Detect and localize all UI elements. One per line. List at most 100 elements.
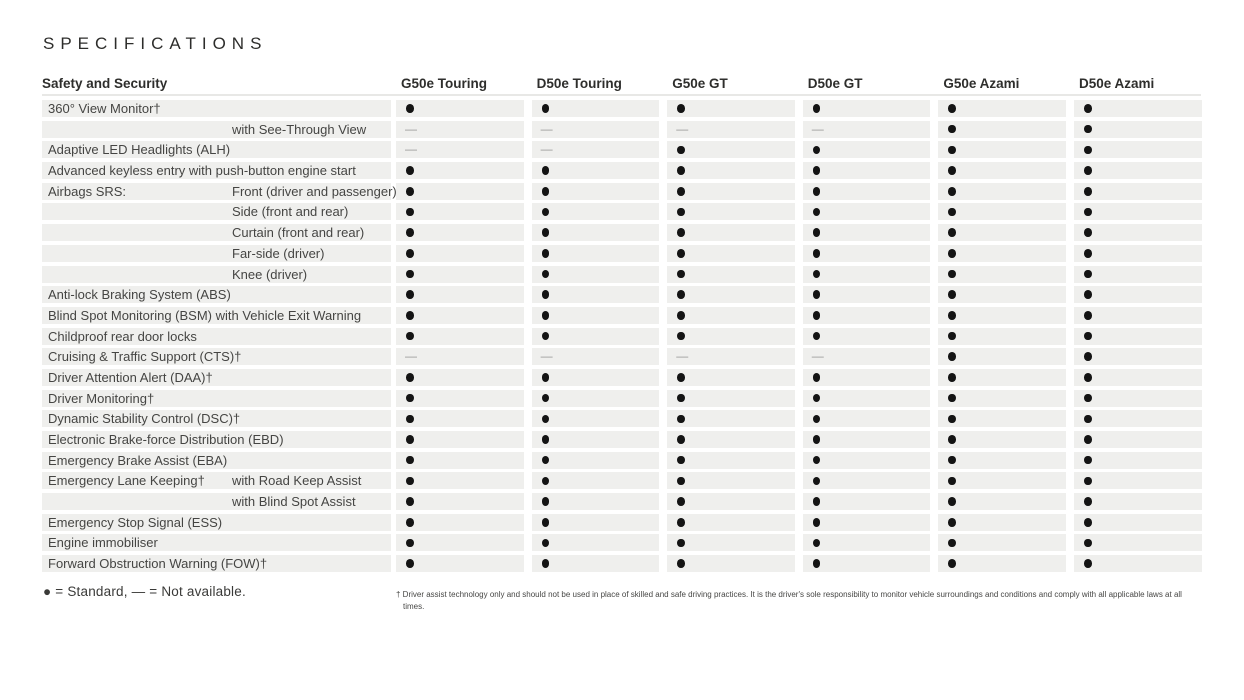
availability-cell	[938, 389, 1066, 407]
standard-dot-icon	[948, 311, 956, 320]
feature-label-cell: Childproof rear door locks	[42, 327, 391, 345]
availability-cell	[667, 493, 795, 511]
availability-cell	[1073, 162, 1202, 180]
standard-dot-icon	[1083, 249, 1092, 258]
standard-dot-icon	[406, 393, 414, 403]
category-header-label: Safety and Security	[42, 76, 168, 91]
feature-sublabel: with Road Keep Assist	[232, 473, 362, 489]
availability-cell	[938, 224, 1066, 242]
column-header-label: G50e GT	[672, 76, 728, 91]
availability-cell	[667, 410, 795, 428]
availability-cell	[938, 182, 1066, 200]
standard-dot-icon	[812, 331, 821, 341]
availability-cell	[802, 431, 931, 448]
standard-dot-icon	[1083, 145, 1092, 155]
standard-dot-icon	[948, 476, 956, 486]
table-row: 360° View Monitor†	[42, 100, 1202, 117]
standard-dot-icon	[1083, 166, 1092, 175]
column-header-cell: G50e Azami	[938, 75, 1066, 93]
feature-label: Advanced keyless entry with push-button …	[48, 163, 356, 179]
availability-cell	[1073, 431, 1202, 448]
standard-dot-icon	[948, 393, 956, 403]
availability-cell	[396, 410, 524, 428]
availability-cell	[938, 203, 1066, 221]
availability-cell	[938, 141, 1066, 159]
availability-cell	[531, 493, 660, 511]
availability-cell	[938, 120, 1066, 138]
availability-cell	[1073, 286, 1202, 304]
standard-dot-icon	[812, 207, 821, 217]
standard-dot-icon	[948, 455, 956, 465]
not-available-dash: —	[540, 121, 553, 136]
feature-label: Driver Attention Alert (DAA)†	[48, 369, 213, 385]
standard-dot-icon	[541, 538, 550, 548]
standard-dot-icon	[677, 249, 685, 258]
feature-label-cell: Engine immobiliser	[42, 534, 391, 552]
availability-cell	[531, 327, 660, 345]
column-header-cell: D50e Azami	[1074, 75, 1202, 93]
standard-dot-icon	[1083, 476, 1092, 486]
feature-label-cell: with See-Through View	[42, 120, 391, 138]
standard-dot-icon	[948, 228, 956, 237]
standard-dot-icon	[1083, 497, 1092, 506]
availability-cell	[1073, 368, 1202, 386]
header-divider	[42, 94, 1201, 96]
feature-label: Engine immobiliser	[48, 535, 158, 551]
standard-dot-icon	[948, 104, 956, 113]
column-header-label: G50e Azami	[943, 76, 1020, 91]
availability-cell	[396, 203, 524, 221]
standard-dot-icon	[541, 373, 550, 382]
standard-dot-icon	[812, 166, 821, 175]
standard-dot-icon	[677, 269, 685, 279]
availability-cell	[531, 431, 660, 448]
availability-cell	[667, 141, 795, 159]
feature-label-cell: Far-side (driver)	[42, 244, 391, 262]
feature-label: Adaptive LED Headlights (ALH)	[48, 142, 231, 158]
standard-dot-icon	[677, 476, 685, 486]
availability-cell	[802, 224, 931, 242]
availability-cell: —	[396, 141, 524, 159]
standard-dot-icon	[406, 186, 414, 196]
availability-cell	[802, 286, 931, 304]
not-available-dash: —	[405, 121, 417, 136]
availability-cell	[802, 368, 931, 386]
standard-dot-icon	[1083, 207, 1092, 217]
standard-dot-icon	[948, 249, 956, 258]
feature-sublabel: Knee (driver)	[232, 266, 308, 282]
table-row: with See-Through View — — — —	[42, 120, 1202, 138]
availability-cell	[667, 431, 795, 448]
availability-cell	[396, 472, 524, 490]
standard-dot-icon	[1083, 414, 1092, 424]
availability-cell	[938, 162, 1066, 180]
standard-dot-icon	[406, 166, 414, 175]
feature-label: Dynamic Stability Control (DSC)†	[48, 411, 241, 427]
availability-cell	[396, 513, 524, 531]
availability-cell	[1073, 472, 1202, 490]
standard-dot-icon	[677, 373, 685, 382]
table-row: Forward Obstruction Warning (FOW)†	[42, 555, 1202, 573]
feature-label-cell: with Blind Spot Assist	[42, 493, 391, 511]
availability-cell	[396, 389, 524, 407]
availability-cell: —	[802, 348, 931, 366]
availability-cell	[1073, 389, 1202, 407]
availability-cell	[802, 534, 931, 552]
availability-cell	[667, 513, 795, 531]
availability-cell	[1073, 244, 1202, 262]
standard-dot-icon	[406, 538, 414, 548]
feature-label-cell: Cruising & Traffic Support (CTS)†	[42, 348, 391, 366]
availability-cell	[667, 327, 795, 345]
availability-cell	[938, 534, 1066, 552]
column-header-label: G50e Touring	[401, 76, 488, 91]
availability-cell: —	[667, 348, 795, 366]
table-row: Cruising & Traffic Support (CTS)† — — — —	[42, 348, 1202, 366]
standard-dot-icon	[1083, 290, 1092, 299]
feature-label: Electronic Brake-force Distribution (EBD…	[48, 432, 284, 447]
standard-dot-icon	[541, 290, 550, 299]
standard-dot-icon	[406, 249, 414, 258]
feature-label-cell: Emergency Brake Assist (EBA)	[42, 451, 391, 469]
availability-cell: —	[802, 120, 931, 138]
availability-cell: —	[531, 141, 660, 159]
availability-cell	[802, 265, 931, 283]
table-row: Childproof rear door locks	[42, 327, 1202, 345]
availability-cell	[802, 141, 931, 159]
